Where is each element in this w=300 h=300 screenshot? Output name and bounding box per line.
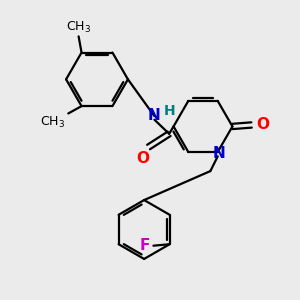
Text: CH$_3$: CH$_3$ (40, 115, 65, 130)
Text: O: O (137, 151, 150, 166)
Text: O: O (256, 118, 269, 133)
Text: F: F (140, 238, 150, 253)
Text: H: H (164, 104, 176, 118)
Text: CH$_3$: CH$_3$ (66, 20, 91, 35)
Text: N: N (148, 108, 161, 123)
Text: N: N (213, 146, 226, 161)
